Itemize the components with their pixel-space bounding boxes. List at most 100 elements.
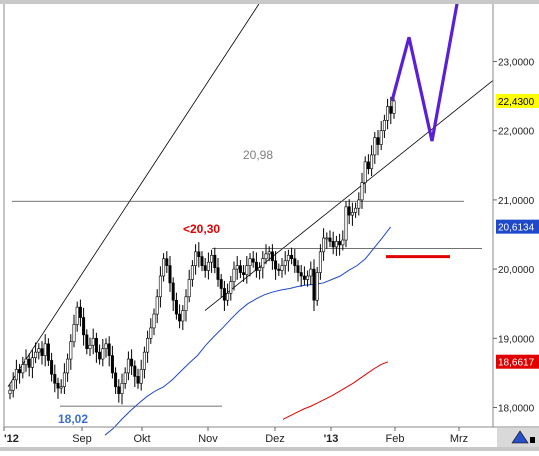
candle-body xyxy=(69,341,73,360)
candle-body xyxy=(101,348,105,360)
candle-body xyxy=(389,106,393,114)
candle-body xyxy=(85,334,89,349)
candle-body xyxy=(232,268,236,282)
x-tick-label: '12 xyxy=(4,433,19,445)
candle-body xyxy=(46,343,50,361)
candle-body xyxy=(360,182,364,201)
candle-body xyxy=(94,337,98,353)
candle-body xyxy=(187,279,191,298)
annotation-label: 18,02 xyxy=(58,412,88,426)
y-tick-label: 21,0000 xyxy=(498,196,535,207)
candle-body xyxy=(136,376,140,384)
candle-body xyxy=(315,272,319,301)
candle-body xyxy=(168,265,172,284)
candle-body xyxy=(104,343,108,349)
candle-body xyxy=(78,306,82,318)
candle-body xyxy=(334,241,338,248)
candle-body xyxy=(238,265,242,273)
blue-moving-average-line xyxy=(104,226,391,436)
candle-body xyxy=(293,258,297,266)
candle-body xyxy=(184,296,188,311)
candle-body xyxy=(373,137,377,156)
candle-body xyxy=(158,275,162,298)
candle-body xyxy=(50,360,54,375)
candle-body xyxy=(382,120,386,131)
candle-body xyxy=(366,161,370,170)
candle-body xyxy=(98,351,102,360)
candle-body xyxy=(245,265,249,275)
candle-body xyxy=(251,258,255,263)
price-tag xyxy=(496,93,539,108)
x-tick-label: Nov xyxy=(198,433,218,445)
y-tick-label: 18,0000 xyxy=(498,404,535,415)
candle-body xyxy=(18,369,22,374)
candle-body xyxy=(283,260,287,266)
candle-body xyxy=(203,265,207,271)
candle-body xyxy=(242,272,246,275)
candle-body xyxy=(139,369,143,384)
candle-body xyxy=(379,130,383,145)
trend-channel-upper xyxy=(7,3,260,387)
candle-body xyxy=(286,254,290,262)
price-tag-label: 20,6134 xyxy=(498,223,535,234)
candle-body xyxy=(264,253,268,260)
candle-body xyxy=(267,251,271,255)
candle-body xyxy=(270,251,274,262)
scroll-handle-icon xyxy=(530,437,535,443)
candle-body xyxy=(219,279,223,289)
candle-body xyxy=(178,313,182,322)
bottom-frame xyxy=(0,447,539,451)
candle-body xyxy=(59,386,63,389)
candle-body xyxy=(123,372,127,384)
candle-body xyxy=(216,267,220,280)
y-tick-label: 20,0000 xyxy=(498,265,535,276)
candle-body xyxy=(306,275,310,280)
candle-body xyxy=(386,106,390,121)
candle-body xyxy=(155,296,159,315)
candle-body xyxy=(213,254,217,269)
candle-body xyxy=(299,272,303,277)
candle-body xyxy=(66,358,70,374)
triangle-icon[interactable] xyxy=(511,430,529,444)
candle-body xyxy=(206,261,210,271)
candle-body xyxy=(43,343,47,356)
candle-body xyxy=(370,154,374,170)
candle-body xyxy=(322,237,326,253)
price-tag xyxy=(496,354,539,369)
candle-body xyxy=(133,365,137,377)
candle-body xyxy=(114,372,118,388)
candle-body xyxy=(107,343,111,356)
candle-body xyxy=(40,348,44,356)
candle-body xyxy=(280,265,284,271)
candle-body xyxy=(296,265,300,273)
candle-body xyxy=(226,293,230,301)
candle-body xyxy=(318,251,322,273)
candle-body xyxy=(142,351,146,370)
y-tick-label: 23,0000 xyxy=(498,58,535,69)
top-frame xyxy=(0,0,539,4)
candle-body xyxy=(21,364,25,374)
red-moving-average-line xyxy=(282,361,389,420)
candle-body xyxy=(91,337,95,346)
candle-body xyxy=(354,207,358,213)
candle-body xyxy=(325,237,329,240)
candle-body xyxy=(37,348,41,353)
y-tick-label: 22,0000 xyxy=(498,127,535,138)
candle-body xyxy=(126,358,130,374)
candle-body xyxy=(200,256,204,266)
candle-body xyxy=(331,241,335,248)
candle-body xyxy=(290,254,294,260)
candle-body xyxy=(171,282,175,301)
candle-body xyxy=(146,337,150,353)
candle-body xyxy=(309,268,313,277)
candle-body xyxy=(14,369,18,381)
candle-body xyxy=(120,382,124,394)
candle-body xyxy=(8,389,12,394)
candle-body xyxy=(181,310,185,322)
x-tick-label: Mrz xyxy=(450,433,468,445)
candle-body xyxy=(274,260,278,270)
candle-body xyxy=(210,254,214,263)
candle-body xyxy=(30,357,34,368)
